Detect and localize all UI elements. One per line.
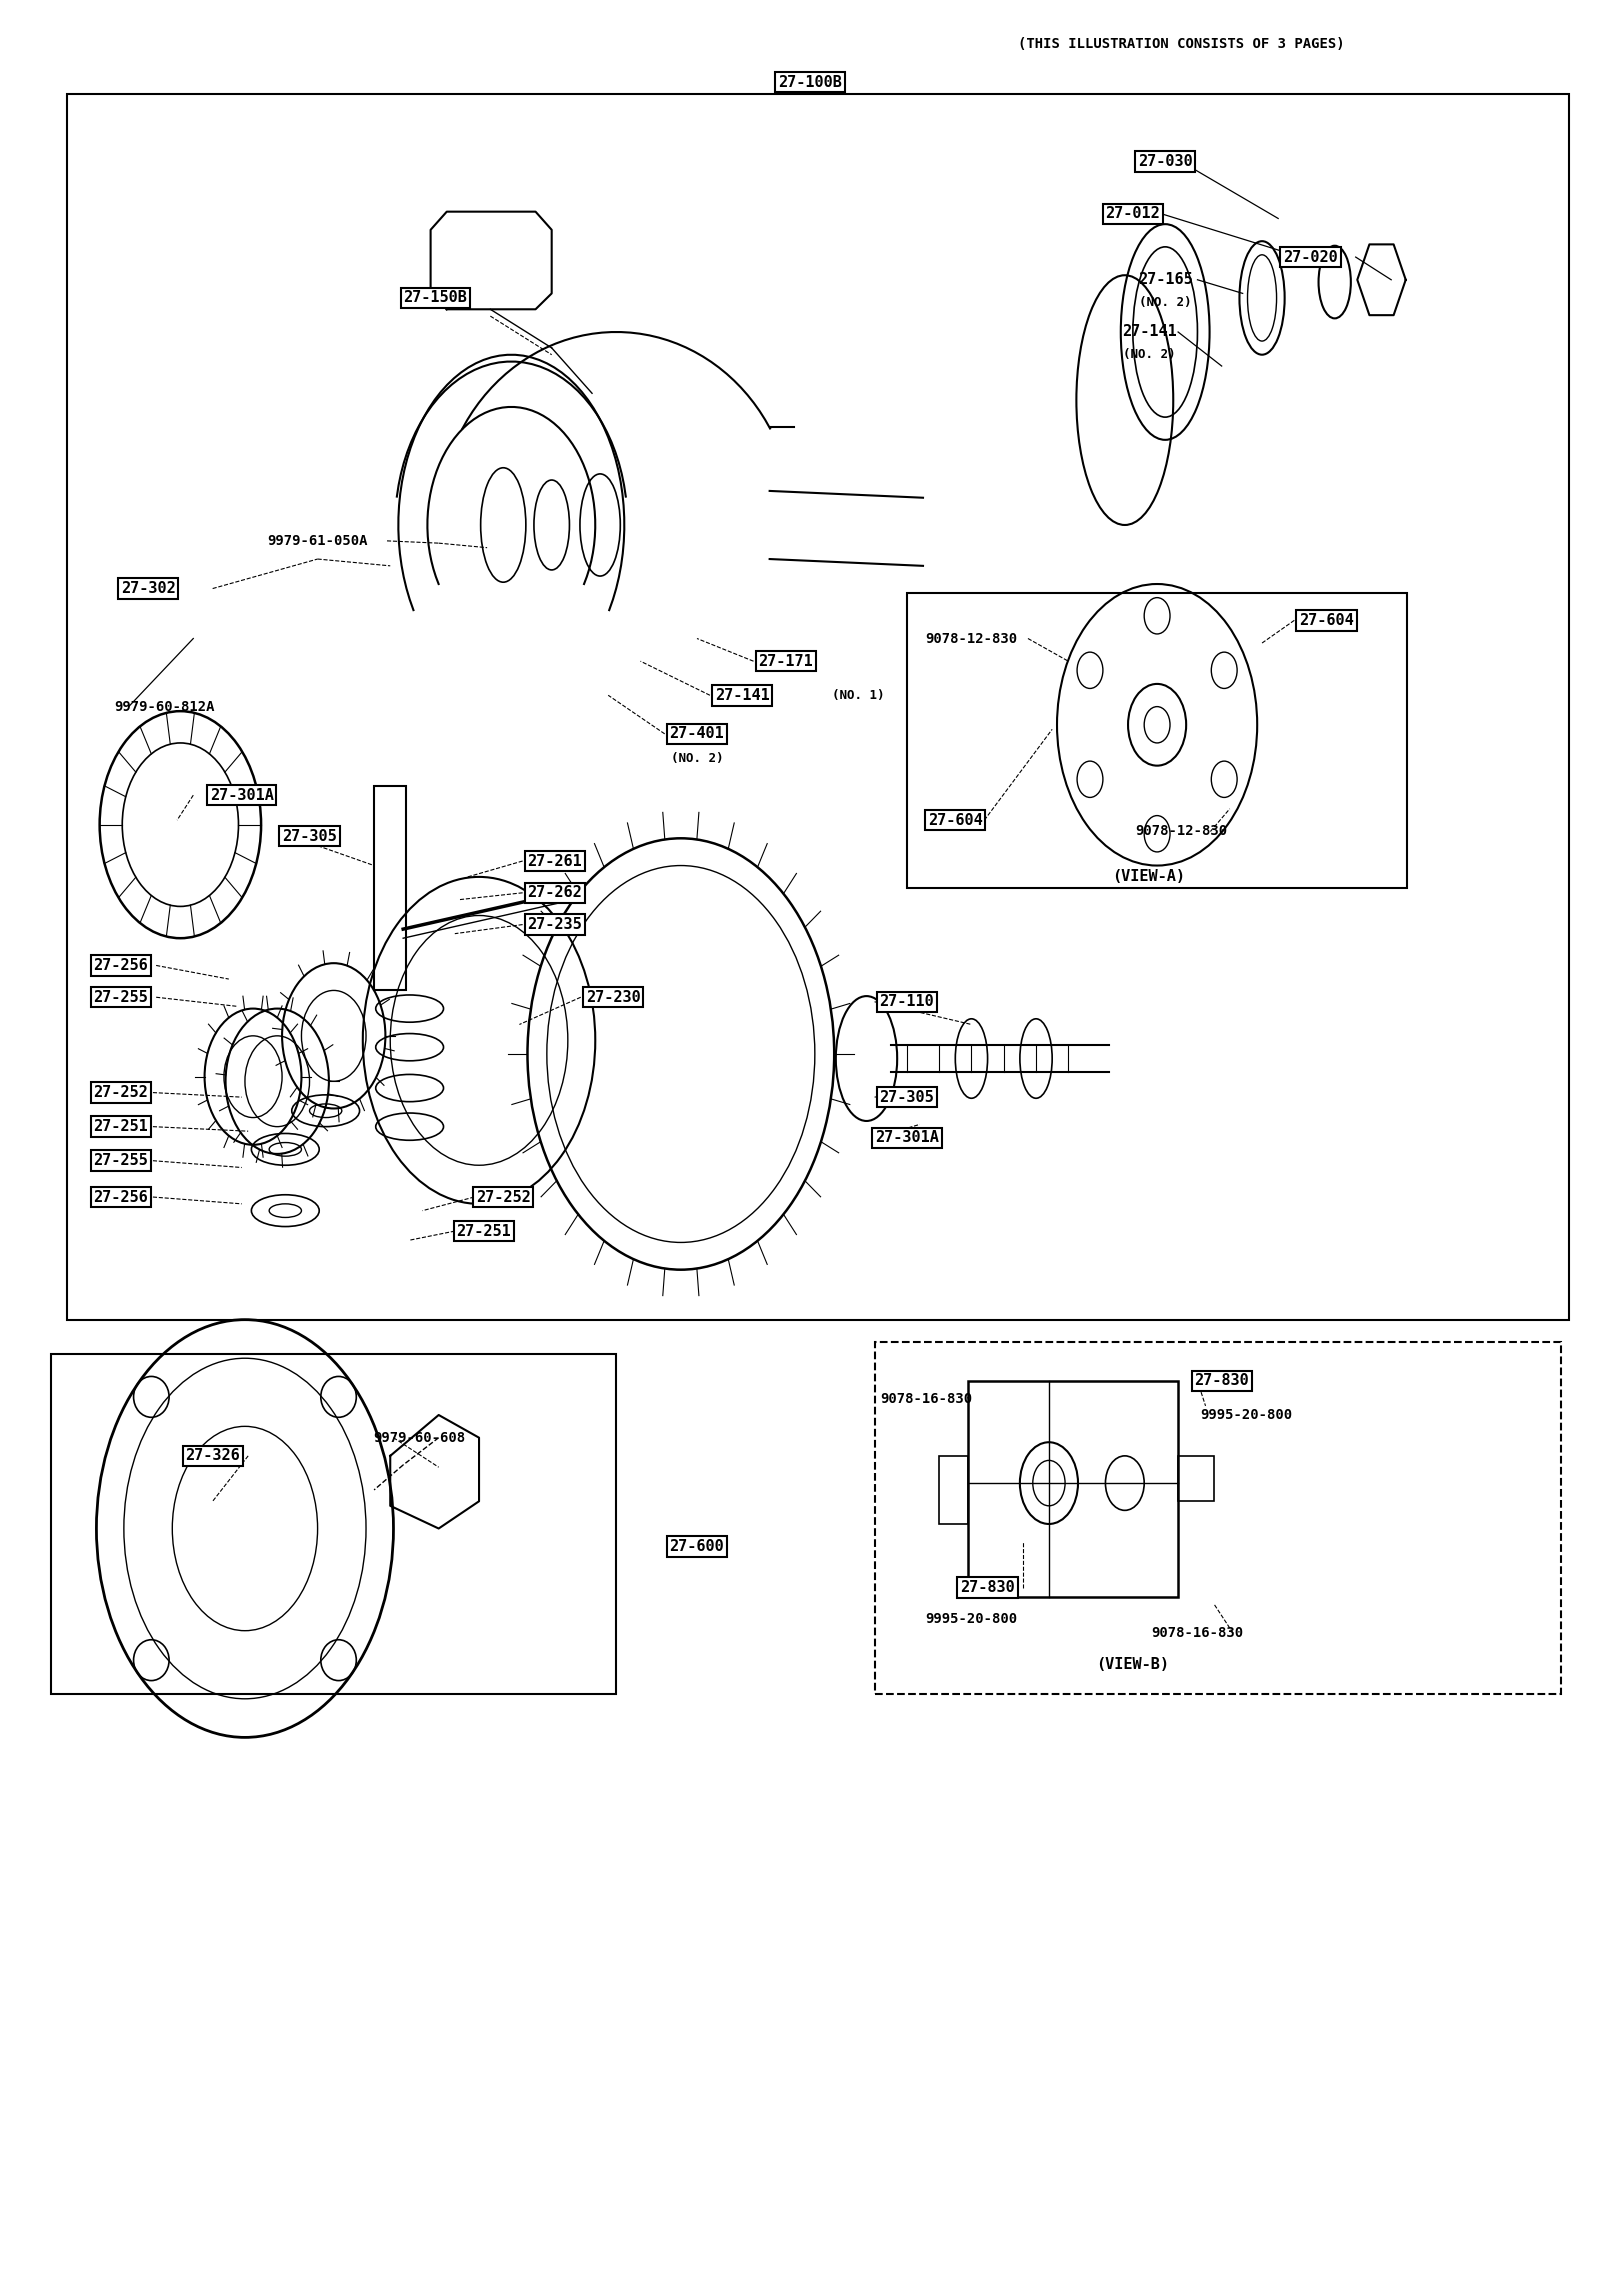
Bar xyxy=(907,594,1408,888)
Text: 9995-20-800: 9995-20-800 xyxy=(1200,1409,1293,1422)
Text: 9979-60-812A: 9979-60-812A xyxy=(113,699,214,715)
Text: 9995-20-800: 9995-20-800 xyxy=(925,1611,1017,1627)
Text: 27-830: 27-830 xyxy=(1194,1372,1249,1388)
Text: 27-326: 27-326 xyxy=(185,1448,240,1463)
Text: 27-305: 27-305 xyxy=(880,1090,935,1104)
Text: 27-262: 27-262 xyxy=(528,885,582,901)
Text: 27-604: 27-604 xyxy=(928,813,983,828)
Text: 27-261: 27-261 xyxy=(528,854,582,869)
Text: 9078-16-830: 9078-16-830 xyxy=(880,1393,972,1407)
Text: 27-165: 27-165 xyxy=(1137,273,1192,287)
Text: 27-251: 27-251 xyxy=(457,1224,512,1238)
Text: 27-110: 27-110 xyxy=(880,995,935,1008)
Text: 27-020: 27-020 xyxy=(1283,250,1338,264)
Text: 27-171: 27-171 xyxy=(758,653,813,669)
Bar xyxy=(940,1457,969,1525)
Text: 9078-12-830: 9078-12-830 xyxy=(925,630,1017,646)
Text: 27-305: 27-305 xyxy=(282,828,337,844)
Text: 27-830: 27-830 xyxy=(961,1580,1016,1595)
Text: 27-150B: 27-150B xyxy=(403,291,468,305)
Text: 27-141: 27-141 xyxy=(714,687,769,703)
Text: 27-251: 27-251 xyxy=(94,1120,147,1133)
Bar xyxy=(969,1382,1178,1598)
Text: 27-600: 27-600 xyxy=(669,1539,724,1555)
Text: 27-604: 27-604 xyxy=(1299,612,1354,628)
Text: 27-012: 27-012 xyxy=(1105,207,1160,221)
Text: 27-230: 27-230 xyxy=(586,990,640,1004)
Text: 27-255: 27-255 xyxy=(94,1154,147,1168)
Text: (NO. 2): (NO. 2) xyxy=(1139,296,1191,310)
Bar xyxy=(68,93,1568,1320)
Bar xyxy=(875,1343,1560,1693)
Bar xyxy=(374,785,407,990)
Text: 27-030: 27-030 xyxy=(1137,155,1192,168)
Text: 9979-61-050A: 9979-61-050A xyxy=(267,535,368,549)
Text: 27-100B: 27-100B xyxy=(778,75,842,89)
Text: 27-252: 27-252 xyxy=(94,1086,147,1099)
Text: 27-301A: 27-301A xyxy=(209,787,274,803)
Text: 9078-12-830: 9078-12-830 xyxy=(1136,824,1228,838)
Text: (NO. 1): (NO. 1) xyxy=(833,690,885,701)
Text: (THIS ILLUSTRATION CONSISTS OF 3 PAGES): (THIS ILLUSTRATION CONSISTS OF 3 PAGES) xyxy=(1017,36,1345,50)
Text: 27-301A: 27-301A xyxy=(875,1131,940,1145)
Text: 27-235: 27-235 xyxy=(528,917,582,933)
Text: 27-141: 27-141 xyxy=(1121,325,1176,339)
Text: 27-302: 27-302 xyxy=(122,580,175,596)
Bar xyxy=(52,1354,616,1693)
Bar xyxy=(1178,1457,1213,1502)
Text: 27-401: 27-401 xyxy=(669,726,724,742)
Text: 9078-16-830: 9078-16-830 xyxy=(1152,1625,1244,1641)
Text: (VIEW-A): (VIEW-A) xyxy=(1113,869,1186,885)
Text: 27-256: 27-256 xyxy=(94,958,147,972)
Text: 9979-60-608: 9979-60-608 xyxy=(373,1432,465,1445)
Text: (NO. 2): (NO. 2) xyxy=(671,753,723,765)
Text: 27-256: 27-256 xyxy=(94,1190,147,1204)
Text: 27-255: 27-255 xyxy=(94,990,147,1004)
Text: 27-252: 27-252 xyxy=(476,1190,531,1204)
Text: (VIEW-B): (VIEW-B) xyxy=(1097,1657,1170,1673)
Text: (NO. 2): (NO. 2) xyxy=(1123,348,1174,362)
